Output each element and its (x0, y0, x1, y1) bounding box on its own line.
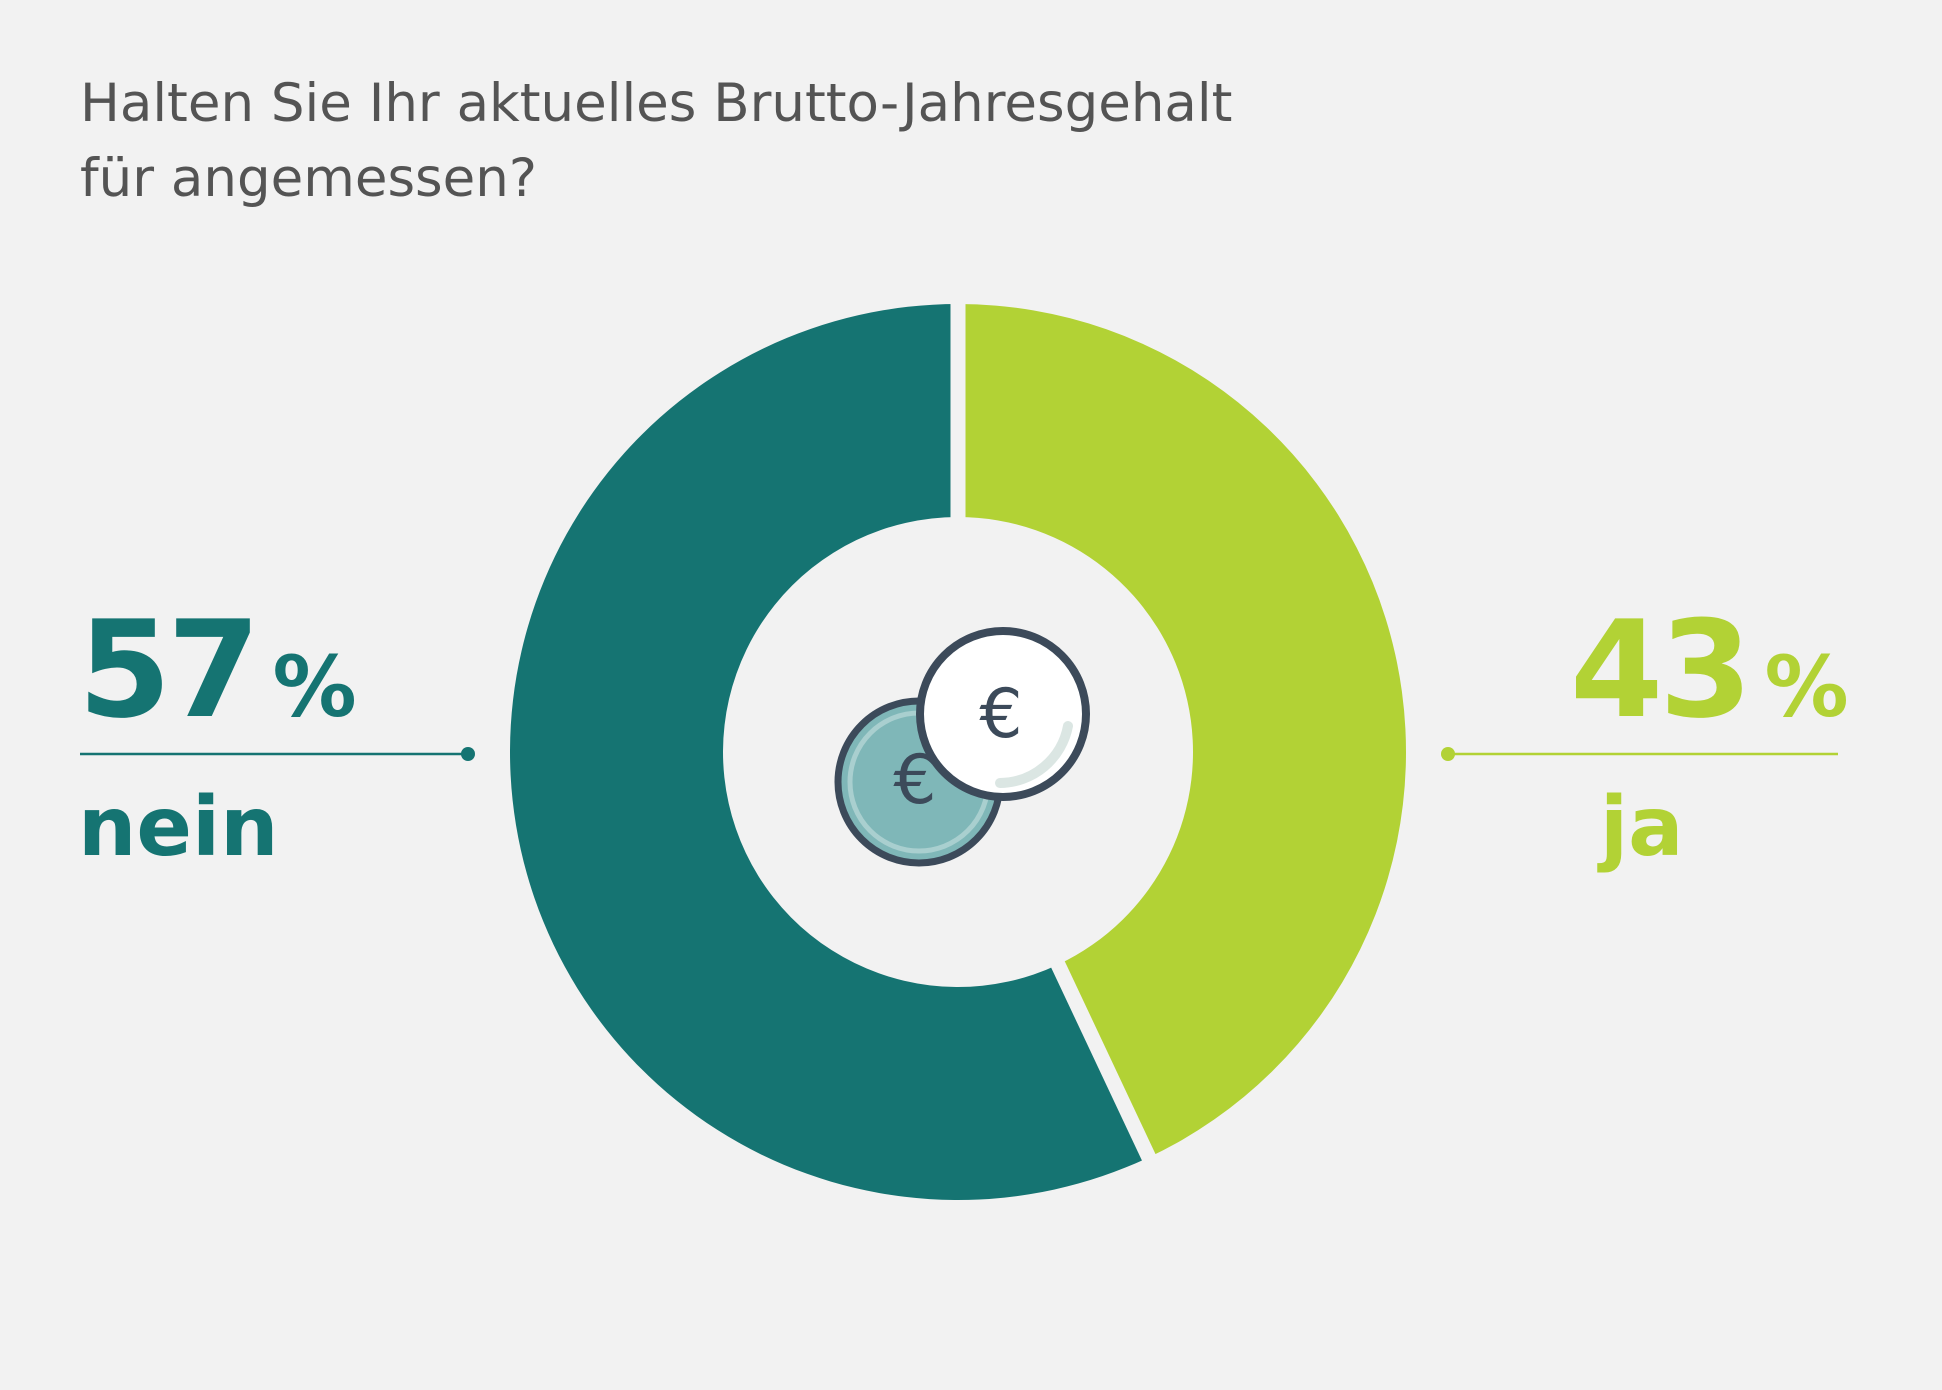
front-coin-icon: € (916, 627, 1090, 801)
leader-dot-nein (461, 747, 475, 761)
nein-category-label: nein (78, 780, 279, 875)
ja-percent-value: 43 (1570, 592, 1752, 748)
nein-percent-value: 57 (78, 592, 260, 748)
nein-percent-sign: % (272, 638, 357, 736)
donut-slices (510, 296, 1407, 1200)
chart-title: Halten Sie Ihr aktuelles Brutto-Jahresge… (80, 66, 1480, 216)
leader-dot-ja (1441, 747, 1455, 761)
svg-text:€: € (979, 675, 1022, 754)
chart-title-line-2: für angemessen? (80, 148, 537, 209)
leader-lines (80, 747, 1838, 761)
ja-percent-label: 43% (1570, 600, 1849, 740)
ja-percent-sign: % (1764, 638, 1849, 736)
nein-percent-label: 57% (78, 600, 357, 740)
slice-separator (1047, 954, 1159, 1168)
chart-title-line-1: Halten Sie Ihr aktuelles Brutto-Jahresge… (80, 73, 1233, 134)
euro-coins-icon: € € (834, 627, 1090, 867)
donut-slice-nein (510, 304, 1149, 1200)
donut-slice-ja (958, 304, 1407, 1158)
ja-category-label: ja (1600, 780, 1684, 875)
